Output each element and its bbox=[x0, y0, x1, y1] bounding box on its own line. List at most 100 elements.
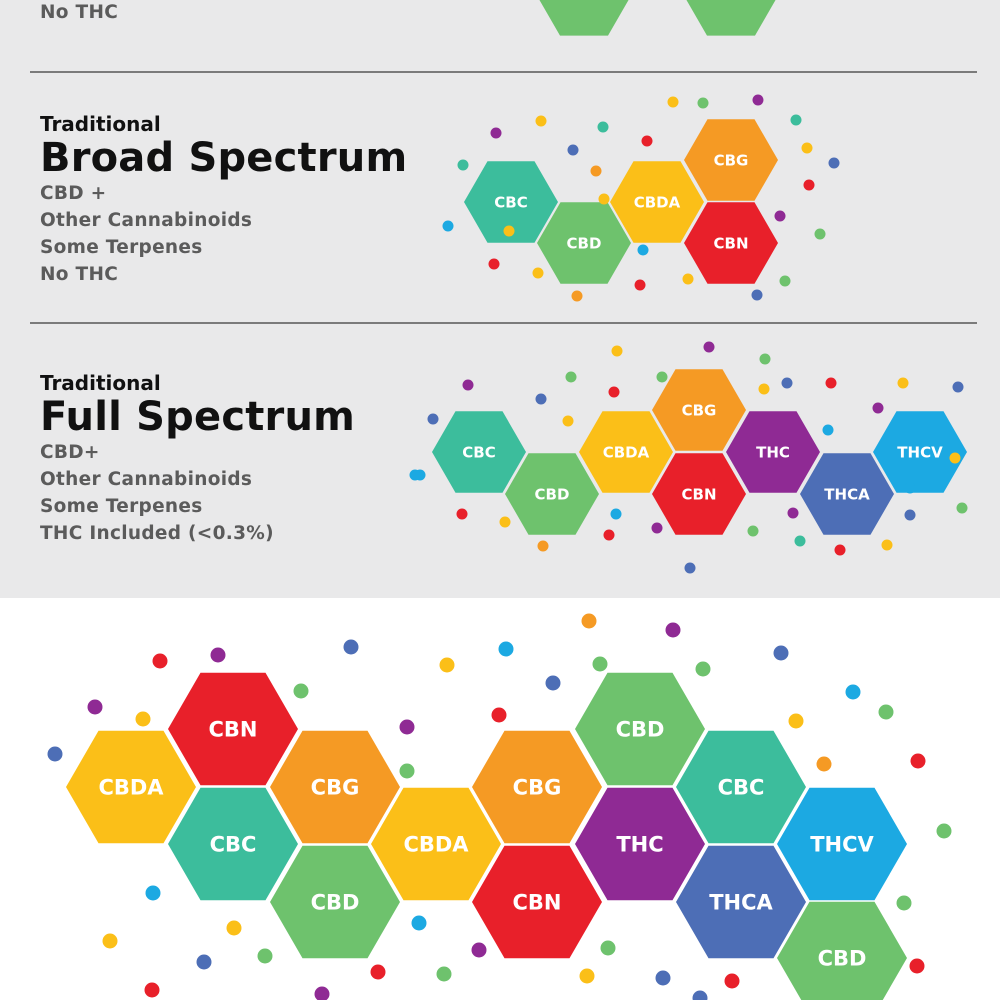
full-hex-cbg-3-shape bbox=[652, 369, 746, 451]
confetti-dot bbox=[872, 402, 884, 414]
full-hex-cbn-4: CBN bbox=[652, 453, 746, 535]
bottom-hex-thc-9: THC bbox=[575, 787, 705, 901]
top-hex-cbd-2: CBD bbox=[686, 0, 776, 36]
confetti-dot bbox=[135, 711, 151, 727]
confetti-dot bbox=[399, 763, 415, 779]
confetti-dot bbox=[878, 704, 894, 720]
full-hex-thcv-7-label: THCV bbox=[897, 443, 943, 461]
confetti-dot bbox=[956, 502, 968, 514]
full-line-4: THC Included (<0.3%) bbox=[40, 523, 274, 544]
confetti-dot bbox=[442, 220, 454, 232]
bottom-hex-cbc-2-label: CBC bbox=[210, 833, 257, 857]
broad-line-3: Some Terpenes bbox=[40, 237, 203, 258]
confetti-dot bbox=[682, 273, 694, 285]
bottom-hex-cbn-7-label: CBN bbox=[513, 891, 562, 915]
confetti-dot bbox=[503, 225, 515, 237]
full-line-3: Some Terpenes bbox=[40, 496, 203, 517]
confetti-dot bbox=[102, 933, 118, 949]
bottom-hex-cbc-10-label: CBC bbox=[718, 776, 765, 800]
confetti-dot bbox=[611, 345, 623, 357]
confetti-dot bbox=[597, 121, 609, 133]
confetti-dot bbox=[490, 127, 502, 139]
confetti-dot bbox=[825, 377, 837, 389]
bottom-hex-thc-9-label: THC bbox=[616, 833, 663, 857]
confetti-dot bbox=[498, 641, 514, 657]
broad-hex-cbn-shape bbox=[684, 202, 778, 284]
broad-hex-cbg-label: CBG bbox=[714, 151, 749, 169]
divider-2 bbox=[30, 322, 977, 324]
confetti-dot bbox=[779, 275, 791, 287]
full-hex-cbda-2: CBDA bbox=[579, 411, 673, 493]
bottom-hex-cbn-7: CBN bbox=[472, 845, 602, 959]
full-hex-cbda-2-label: CBDA bbox=[603, 443, 650, 461]
full-hex-cbg-3: CBG bbox=[652, 369, 746, 451]
confetti-dot bbox=[656, 371, 668, 383]
confetti-dot bbox=[457, 159, 469, 171]
confetti-dot bbox=[751, 289, 763, 301]
bottom-hex-cbd-4: CBD bbox=[270, 845, 400, 959]
bottom-hex-cbd-13-shape bbox=[777, 901, 907, 1000]
confetti-dot bbox=[590, 165, 602, 177]
full-hex-thc-5-shape bbox=[726, 411, 820, 493]
confetti-dot bbox=[801, 142, 813, 154]
bottom-hex-thcv-12-shape bbox=[777, 787, 907, 901]
broad-hex-cbn: CBN bbox=[684, 202, 778, 284]
confetti-dot bbox=[724, 973, 740, 989]
broad-subtitle: Traditional bbox=[40, 112, 161, 136]
confetti-dot bbox=[535, 393, 547, 405]
confetti-dot bbox=[581, 613, 597, 629]
confetti-dot bbox=[822, 424, 834, 436]
confetti-dot bbox=[634, 279, 646, 291]
bottom-hex-cbc-10-shape bbox=[676, 730, 806, 844]
full-title: Full Spectrum bbox=[40, 394, 356, 440]
bottom-hex-cbda-0: CBDA bbox=[66, 730, 196, 844]
broad-hex-cbd-shape bbox=[537, 202, 631, 284]
full-subtitle: Traditional bbox=[40, 371, 161, 395]
confetti-dot bbox=[152, 653, 168, 669]
bottom-hex-cbn-1: CBN bbox=[168, 672, 298, 786]
confetti-dot bbox=[684, 562, 696, 574]
confetti-dot bbox=[462, 379, 474, 391]
confetti-dot bbox=[499, 516, 511, 528]
confetti-dot bbox=[565, 371, 577, 383]
full-hex-cbd-1: CBD bbox=[505, 453, 599, 535]
bottom-hex-cbd-8-label: CBD bbox=[616, 718, 665, 742]
confetti-dot bbox=[655, 970, 671, 986]
full-hex-thcv-7: THCV bbox=[873, 411, 967, 493]
confetti-dot bbox=[537, 540, 549, 552]
confetti-dot bbox=[293, 683, 309, 699]
broad-title: Broad Spectrum bbox=[40, 135, 408, 181]
broad-hex-cbd-label: CBD bbox=[567, 234, 602, 252]
confetti-dot bbox=[692, 990, 708, 1000]
confetti-dot bbox=[370, 964, 386, 980]
confetti-dot bbox=[567, 144, 579, 156]
broad-spectrum-hexagons: CBC CBD CBDA CBG CBN bbox=[442, 94, 840, 302]
confetti-dot bbox=[399, 719, 415, 735]
broad-hex-cbd: CBD bbox=[537, 202, 631, 284]
bottom-hex-cbda-5: CBDA bbox=[371, 787, 501, 901]
top-hex-cbd-2-shape bbox=[686, 0, 776, 36]
bottom-hex-cbg-6: CBG bbox=[472, 730, 602, 844]
confetti-dot bbox=[904, 482, 916, 494]
bottom-hex-thcv-12-label: THCV bbox=[810, 833, 874, 857]
confetti-dot bbox=[610, 508, 622, 520]
top-hex-cbd-1-shape bbox=[539, 0, 629, 36]
full-hex-cbn-4-label: CBN bbox=[682, 485, 717, 503]
confetti-dot bbox=[600, 940, 616, 956]
confetti-dot bbox=[781, 377, 793, 389]
confetti-dot bbox=[703, 341, 715, 353]
confetti-dot bbox=[608, 386, 620, 398]
confetti-dot bbox=[936, 823, 952, 839]
confetti-dot bbox=[641, 135, 653, 147]
confetti-dot bbox=[226, 920, 242, 936]
bottom-hex-cbd-8: CBD bbox=[575, 672, 705, 786]
confetti-dot bbox=[803, 179, 815, 191]
bottom-hex-cbda-5-shape bbox=[371, 787, 501, 901]
broad-hex-cbn-label: CBN bbox=[714, 234, 749, 252]
confetti-dot bbox=[651, 522, 663, 534]
confetti-dot bbox=[896, 895, 912, 911]
confetti-dot bbox=[787, 507, 799, 519]
confetti-dot bbox=[145, 885, 161, 901]
bottom-hex-cbc-2: CBC bbox=[168, 787, 298, 901]
